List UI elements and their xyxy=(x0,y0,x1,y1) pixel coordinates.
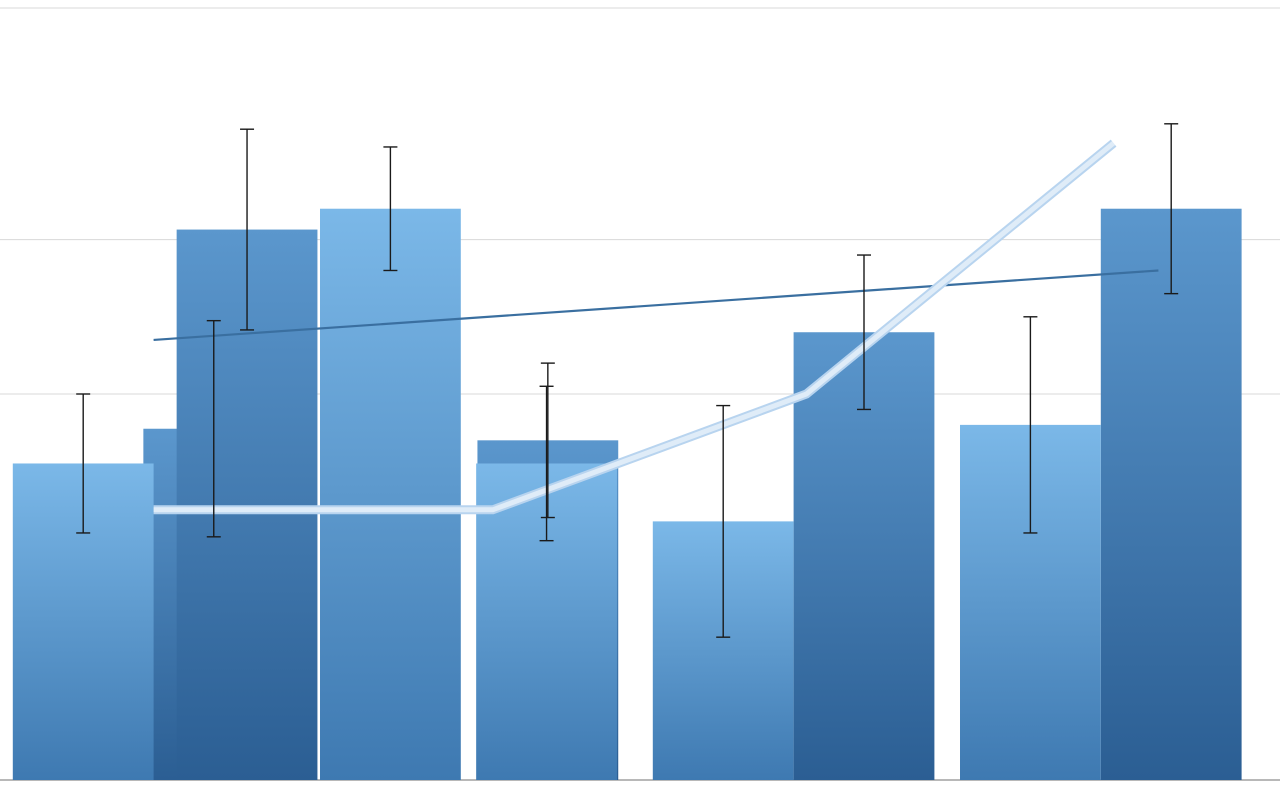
combo-bar-line-chart xyxy=(0,0,1280,785)
chart-svg xyxy=(0,0,1280,785)
bar-front-1 xyxy=(320,209,461,780)
bar-back-4 xyxy=(1101,209,1242,780)
